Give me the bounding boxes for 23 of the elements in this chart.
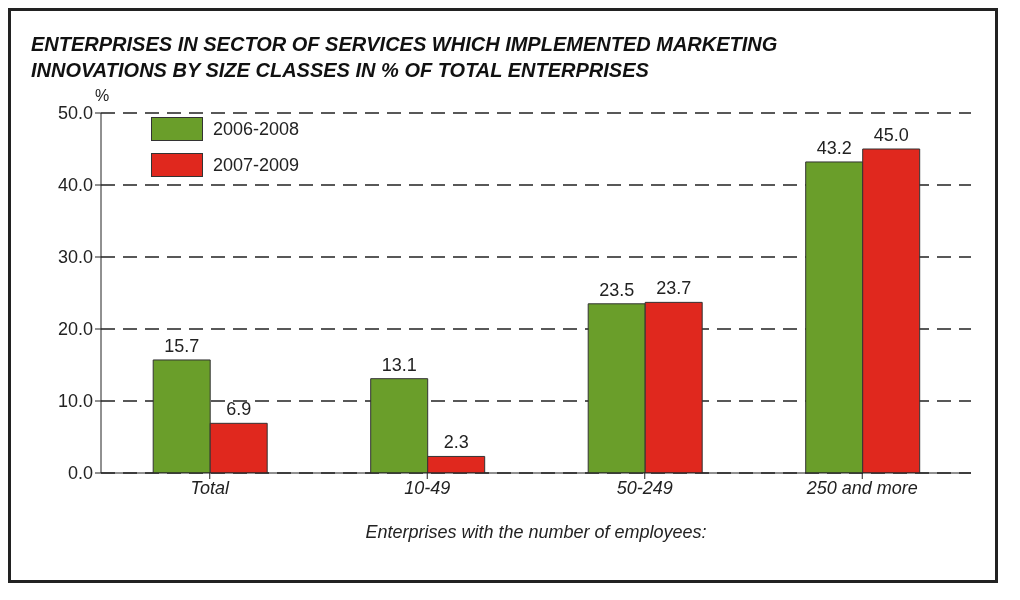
y-tick-label: 40.0	[57, 175, 93, 196]
text: 2.3	[443, 432, 469, 453]
x-axis-title: Enterprises with the number of employees:	[365, 522, 707, 542]
x-tick-label: Total	[190, 477, 230, 498]
text: 23.7	[656, 278, 692, 299]
chart-title: ENTERPRISES IN SECTOR OF SERVICES WHICH IMPLEMENTED MARKETING INNOVATIONS BY SIZE CLASSES IN % OF TOTAL ENTERPRISES	[31, 32, 779, 83]
text: 13.1	[381, 354, 417, 375]
y-tick-label: 0.0	[67, 463, 93, 484]
y-axis-title: %	[95, 87, 110, 105]
y-tick-label: 30.0	[57, 247, 93, 268]
text: 23.5	[599, 279, 635, 300]
text: 43.2	[816, 137, 852, 158]
text: 15.7	[164, 335, 200, 356]
text: 45.0	[873, 125, 909, 145]
x-tick-label: 250 and more	[805, 477, 918, 498]
legend-label: 2006-2008	[213, 118, 300, 140]
x-tick-label: 10-49	[404, 477, 451, 498]
text: 6.9	[226, 399, 252, 420]
y-tick-label: 10.0	[57, 391, 93, 412]
x-tick-label: 50-249	[616, 477, 673, 498]
y-tick-label: 20.0	[57, 319, 93, 340]
legend-label: 2007-2009	[213, 154, 300, 176]
y-tick-label: 50.0	[57, 103, 93, 124]
